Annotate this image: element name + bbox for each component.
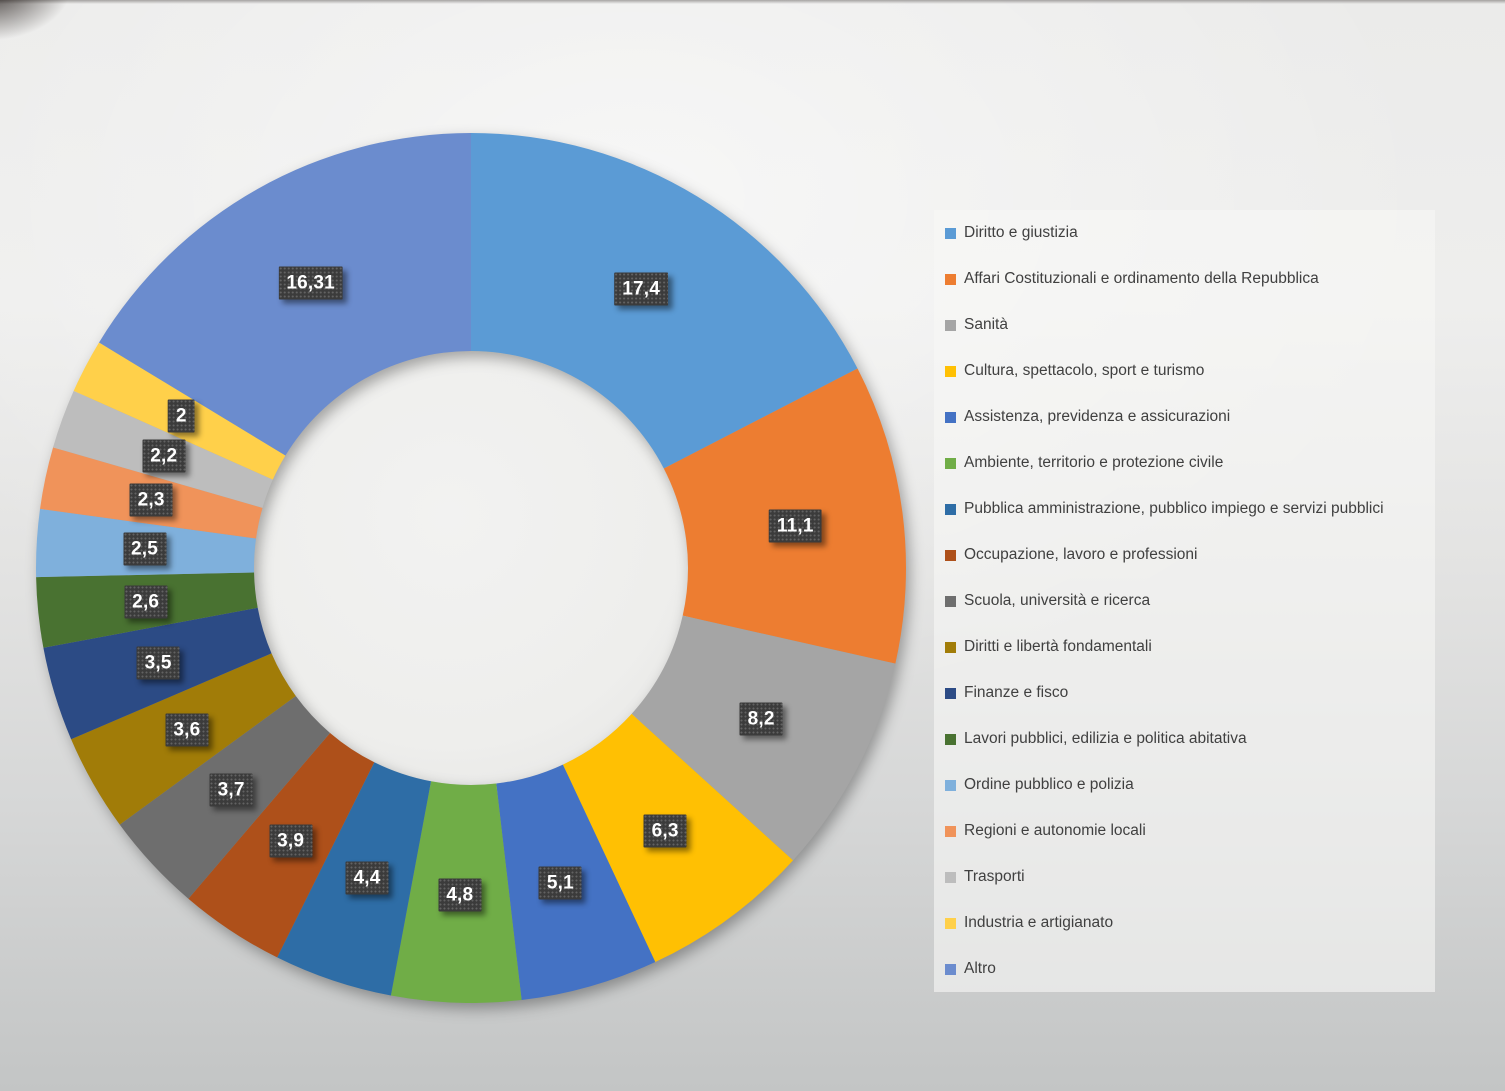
legend-swatch-lavori-pubblici-edilizia-e-politica-abitativa [945,733,956,745]
data-label-occupazione-lavoro-e-professioni: 3,9 [269,824,313,858]
legend-swatch-altro [945,963,956,975]
legend-swatch-pubblica-amministrazione-pubblico-impiego-e-servizi-pubblici [945,503,956,515]
legend-label: Diritto e giustizia [964,224,1078,241]
legend-label: Pubblica amministrazione, pubblico impie… [964,500,1384,517]
data-label-diritti-e-libert-fondamentali: 3,6 [165,713,209,747]
legend-swatch-cultura-spettacolo-sport-e-turismo [945,365,956,377]
data-label-sanit: 8,2 [739,702,783,736]
legend-label: Industria e artigianato [964,914,1114,931]
legend-label: Ordine pubblico e polizia [964,776,1134,793]
legend-label: Cultura, spettacolo, sport e turismo [964,362,1205,379]
legend-item-industria-e-artigianato[interactable]: Industria e artigianato [945,900,1435,946]
donut-hole-layer [254,351,688,785]
chart-legend: Diritto e giustizia Affari Costituzionali… [934,210,1435,992]
legend-swatch-ambiente-territorio-e-protezione-civile [945,457,956,469]
legend-item-assistenza-previdenza-e-assicurazioni[interactable]: Assistenza, previdenza e assicurazioni [945,394,1435,440]
legend-swatch-scuola-universit-e-ricerca [945,595,956,607]
data-label-pubblica-amministrazione-pubblico-impiego-e-servizi-pubblici: 4,4 [345,861,389,895]
legend-label: Altro [964,960,996,977]
legend-item-lavori-pubblici-edilizia-e-politica-abitativa[interactable]: Lavori pubblici, edilizia e politica abi… [945,716,1435,762]
legend-item-regioni-e-autonomie-locali[interactable]: Regioni e autonomie locali [945,808,1435,854]
data-label-cultura-spettacolo-sport-e-turismo: 6,3 [643,814,687,848]
legend-label: Scuola, università e ricerca [964,592,1151,609]
legend-item-sanit[interactable]: Sanità [945,302,1435,348]
legend-label: Assistenza, previdenza e assicurazioni [964,408,1231,425]
legend-item-trasporti[interactable]: Trasporti [945,854,1435,900]
legend-item-diritto-e-giustizia[interactable]: Diritto e giustizia [945,210,1435,256]
data-label-scuola-universit-e-ricerca: 3,7 [209,773,253,807]
legend-label: Trasporti [964,868,1025,885]
data-label-diritto-e-giustizia: 17,4 [614,272,668,306]
legend-item-scuola-universit-e-ricerca[interactable]: Scuola, università e ricerca [945,578,1435,624]
legend-item-ordine-pubblico-e-polizia[interactable]: Ordine pubblico e polizia [945,762,1435,808]
legend-label: Ambiente, territorio e protezione civile [964,454,1224,471]
legend-label: Occupazione, lavoro e professioni [964,546,1198,563]
legend-swatch-affari-costituzionali-e-ordinamento-della-repubblica [945,273,956,285]
legend-label: Diritti e libertà fondamentali [964,638,1152,655]
legend-item-affari-costituzionali-e-ordinamento-della-repubblica[interactable]: Affari Costituzionali e ordinamento dell… [945,256,1435,302]
legend-swatch-finanze-e-fisco [945,687,956,699]
data-label-industria-e-artigianato: 2 [167,399,195,433]
legend-item-altro[interactable]: Altro [945,946,1435,992]
legend-swatch-occupazione-lavoro-e-professioni [945,549,956,561]
legend-swatch-trasporti [945,871,956,883]
legend-item-cultura-spettacolo-sport-e-turismo[interactable]: Cultura, spettacolo, sport e turismo [945,348,1435,394]
data-label-trasporti: 2,2 [142,439,186,473]
legend-swatch-assistenza-previdenza-e-assicurazioni [945,411,956,423]
legend-swatch-diritti-e-libert-fondamentali [945,641,956,653]
legend-item-finanze-e-fisco[interactable]: Finanze e fisco [945,670,1435,716]
legend-label: Lavori pubblici, edilizia e politica abi… [964,730,1247,747]
legend-label: Finanze e fisco [964,684,1069,701]
data-label-affari-costituzionali-e-ordinamento-della-repubblica: 11,1 [768,509,822,543]
donut-hole-circle [254,351,688,785]
pie-slice-sanit[interactable] [631,615,896,861]
data-label-altro: 16,31 [278,266,343,300]
legend-label: Regioni e autonomie locali [964,822,1146,839]
legend-swatch-ordine-pubblico-e-polizia [945,779,956,791]
data-label-ordine-pubblico-e-polizia: 2,5 [122,532,167,566]
legend-item-occupazione-lavoro-e-professioni[interactable]: Occupazione, lavoro e professioni [945,532,1435,578]
legend-label: Sanità [964,316,1008,333]
data-label-ambiente-territorio-e-protezione-civile: 4,8 [438,878,482,912]
data-label-finanze-e-fisco: 3,5 [136,646,180,680]
legend-item-diritti-e-libert-fondamentali[interactable]: Diritti e libertà fondamentali [945,624,1435,670]
data-label-regioni-e-autonomie-locali: 2,3 [129,483,173,517]
legend-label: Affari Costituzionali e ordinamento dell… [964,270,1319,287]
legend-item-ambiente-territorio-e-protezione-civile[interactable]: Ambiente, territorio e protezione civile [945,440,1435,486]
legend-swatch-sanit [945,319,956,331]
data-label-assistenza-previdenza-e-assicurazioni: 5,1 [538,866,582,899]
legend-swatch-diritto-e-giustizia [945,227,956,239]
legend-swatch-regioni-e-autonomie-locali [945,825,956,837]
legend-swatch-industria-e-artigianato [945,917,956,929]
data-label-lavori-pubblici-edilizia-e-politica-abitativa: 2,6 [124,585,168,618]
legend-item-pubblica-amministrazione-pubblico-impiego-e-servizi-pubblici[interactable]: Pubblica amministrazione, pubblico impie… [945,486,1435,532]
